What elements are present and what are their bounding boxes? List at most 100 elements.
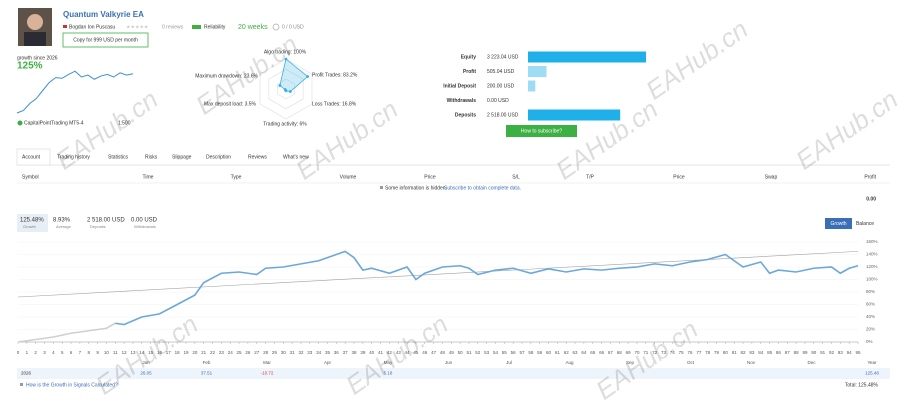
x-tick-label: 61 — [555, 350, 561, 355]
x-tick-label: 93 — [838, 350, 844, 355]
stat-value: 0.00 USD — [131, 218, 158, 224]
radar-label: Max deposit load: 3.5% — [204, 101, 257, 107]
column-header: Swap — [765, 174, 778, 180]
month-value: 37.51 — [201, 371, 213, 376]
x-tick-label: 73 — [661, 350, 667, 355]
month-header: Jan — [142, 360, 150, 365]
month-header: Apr — [324, 360, 332, 365]
x-tick-label: 71 — [643, 350, 649, 355]
footer-icon — [20, 383, 23, 386]
x-tick-label: 18 — [175, 350, 181, 355]
x-tick-label: 56 — [511, 350, 517, 355]
radar-label: Loss Trades: 16.8% — [312, 101, 357, 107]
balance-bar — [528, 66, 547, 77]
x-tick-label: 64 — [581, 350, 587, 355]
reliability-icon — [192, 25, 201, 29]
author[interactable]: Bogdan Ion Puscasu — [69, 24, 115, 30]
y-tick-label: 120% — [866, 264, 878, 269]
radar-point — [306, 75, 310, 78]
radar-grid — [259, 58, 313, 120]
tab[interactable]: Description — [206, 154, 231, 160]
x-tick-label: 78 — [705, 350, 711, 355]
footer-link[interactable]: How is the Growth in Signals Calculated? — [26, 382, 118, 388]
copy-button-label[interactable]: Copy for 999 USD per month — [73, 37, 138, 43]
x-tick-label: 43 — [396, 350, 402, 355]
x-tick-label: 9 — [96, 350, 99, 355]
radar-point — [283, 88, 287, 91]
tab[interactable]: Risks — [145, 154, 158, 160]
x-tick-label: 63 — [573, 350, 579, 355]
stat-label: Withdrawals — [134, 224, 156, 229]
x-tick-label: 12 — [122, 350, 128, 355]
x-tick-label: 33 — [307, 350, 313, 355]
x-tick-label: 24 — [228, 350, 234, 355]
radar-grid — [277, 78, 295, 100]
column-header: T/P — [586, 174, 594, 180]
x-tick-label: 20 — [192, 350, 198, 355]
x-tick-label: 52 — [475, 350, 481, 355]
reviews[interactable]: 0 reviews — [162, 24, 184, 30]
x-tick-label: 48 — [440, 350, 446, 355]
column-header: Type — [231, 174, 242, 180]
tab[interactable]: Account — [22, 154, 41, 160]
growth-label: growth since 2026 — [17, 55, 58, 61]
balance-value: 3 223.04 USD — [487, 54, 519, 60]
x-tick-label: 29 — [272, 350, 278, 355]
x-tick-label: 91 — [820, 350, 826, 355]
balance-value: 505.04 USD — [487, 69, 515, 75]
column-header: Price — [424, 174, 436, 180]
x-tick-label: 26 — [245, 350, 251, 355]
tab[interactable]: Slippage — [172, 154, 192, 160]
tab[interactable]: Trading history — [57, 154, 90, 160]
tab[interactable]: Statistics — [108, 154, 129, 160]
x-tick-label: 34 — [316, 350, 322, 355]
month-header: Mar — [263, 360, 271, 365]
avatar-face — [27, 14, 43, 30]
active-tab[interactable] — [16, 148, 51, 166]
x-tick-label: 65 — [590, 350, 596, 355]
month-header: Dec — [807, 360, 816, 365]
subscribe-button[interactable] — [506, 125, 577, 137]
radar-label: Trading activity: 6% — [263, 121, 307, 127]
column-header: Volume — [340, 174, 357, 180]
x-tick-label: 27 — [254, 350, 260, 355]
chart-button[interactable] — [825, 218, 852, 229]
x-tick-label: 23 — [219, 350, 225, 355]
signal-title[interactable]: Quantum Valkyrie EA — [63, 10, 144, 19]
month-header: Sep — [626, 360, 635, 365]
x-tick-label: 28 — [263, 350, 269, 355]
x-tick-label: 95 — [855, 350, 861, 355]
x-tick-label: 67 — [608, 350, 614, 355]
chart-button-label[interactable]: Growth — [830, 221, 846, 227]
x-tick-label: 17 — [166, 350, 172, 355]
x-tick-label: 45 — [413, 350, 419, 355]
y-tick-label: 20% — [866, 327, 875, 332]
month-header: Year — [867, 360, 877, 365]
monthly-table: Jan 26.05 Feb 37.51 Mar -10.72 Apr May 5.18 Jun Ju… — [21, 360, 879, 376]
x-tick-label: 0 — [17, 350, 20, 355]
x-tick-label: 6 — [70, 350, 73, 355]
x-tick-label: 7 — [79, 350, 82, 355]
subscribers: 0 / 0 USD — [282, 24, 304, 30]
table-note-link[interactable]: Subscribe to obtain complete data. — [444, 185, 521, 191]
tab[interactable]: What's new — [283, 154, 309, 160]
x-tick-label: 41 — [378, 350, 384, 355]
month-value: 26.05 — [140, 371, 152, 376]
balance-label: Withdrawals — [447, 98, 477, 104]
balance-label: Deposits — [455, 112, 476, 118]
x-tick-label: 74 — [670, 350, 676, 355]
copy-button[interactable] — [62, 32, 149, 48]
column-header: Time — [143, 174, 154, 180]
x-tick-label: 15 — [148, 350, 154, 355]
x-tick-label: 55 — [502, 350, 508, 355]
chart-button[interactable] — [853, 218, 877, 229]
x-tick-label: 62 — [564, 350, 570, 355]
broker[interactable]: CapitalPointTrading MT5-4 — [24, 120, 84, 126]
radar-label: Maximum drawdown: 23.6% — [195, 73, 258, 79]
chart-button-label[interactable]: Balance — [856, 221, 874, 227]
tab[interactable]: Reviews — [248, 154, 267, 160]
subscribe-button-label[interactable]: How to subscribe? — [521, 128, 562, 134]
radar-label: Profit Trades: 83.2% — [312, 72, 358, 78]
y-tick-label: 40% — [866, 314, 875, 319]
y-tick-label: 140% — [866, 252, 878, 257]
